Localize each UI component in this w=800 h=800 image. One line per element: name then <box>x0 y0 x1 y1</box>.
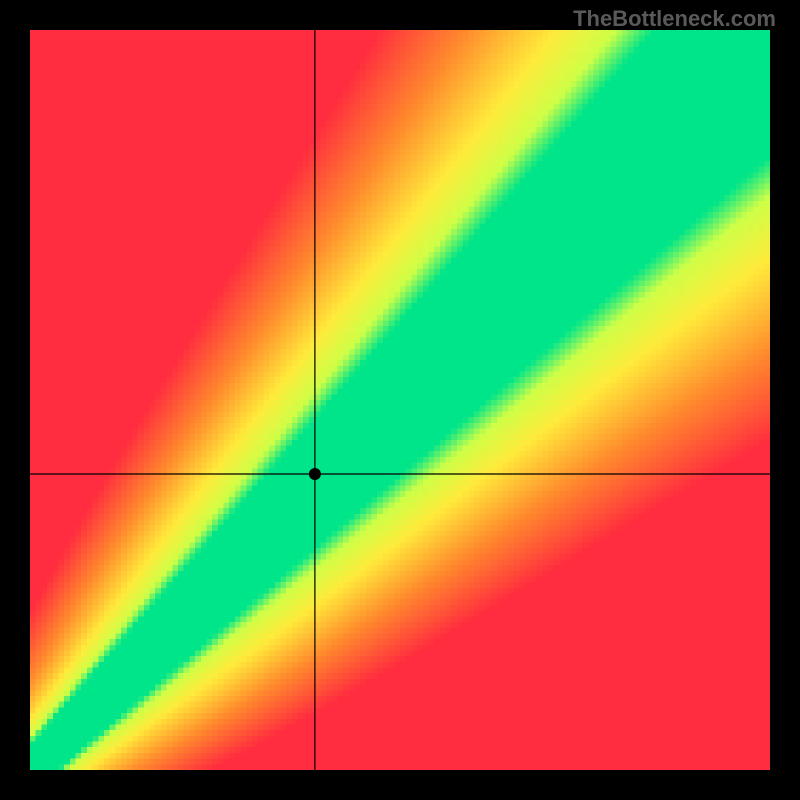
heatmap-canvas <box>30 30 770 770</box>
heatmap-chart <box>30 30 770 770</box>
watermark-text: TheBottleneck.com <box>573 6 776 32</box>
